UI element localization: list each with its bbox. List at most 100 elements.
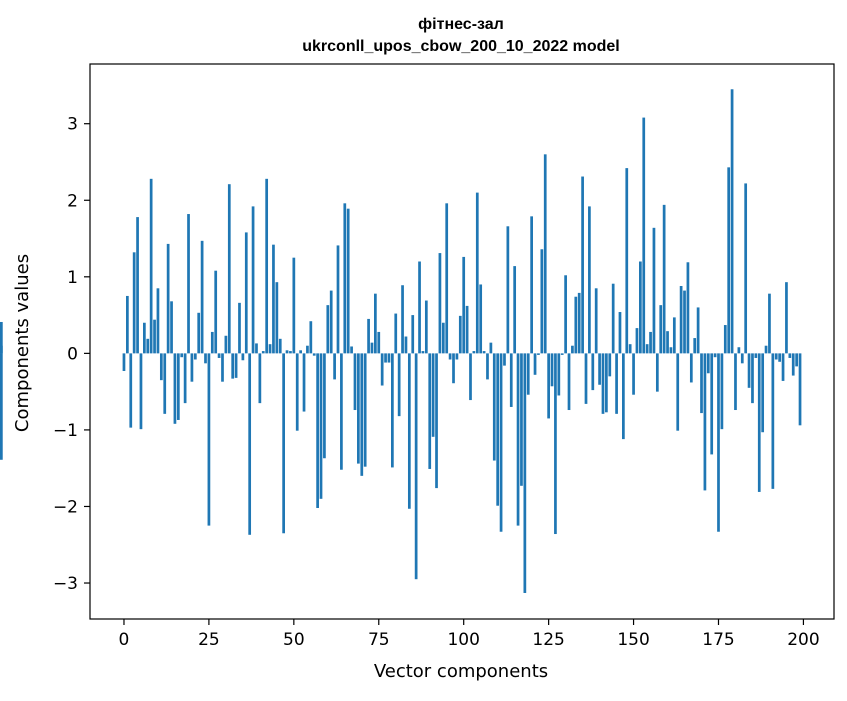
bar	[747, 353, 751, 388]
bar	[458, 315, 462, 354]
bar	[217, 353, 221, 358]
bar	[469, 353, 472, 401]
bar	[353, 353, 357, 411]
bar	[326, 305, 330, 354]
bar	[163, 353, 167, 414]
bar	[557, 353, 561, 396]
bar	[265, 178, 269, 354]
bar	[513, 266, 517, 354]
bar	[591, 353, 595, 391]
bar	[129, 353, 133, 428]
bar	[227, 184, 231, 354]
bar	[598, 353, 601, 385]
bar	[672, 317, 676, 354]
bar	[717, 353, 720, 532]
bar	[655, 353, 659, 392]
bar	[720, 353, 724, 430]
y-tick-label: −1	[53, 421, 78, 441]
x-tick-label: 100	[447, 630, 479, 650]
bar	[363, 353, 367, 467]
bar	[537, 353, 540, 355]
bar	[520, 353, 523, 486]
bar	[292, 257, 296, 354]
bar	[788, 353, 792, 358]
bar	[785, 282, 788, 354]
bar	[404, 336, 408, 354]
bar	[258, 353, 262, 404]
bar	[207, 353, 211, 526]
bar	[374, 293, 377, 354]
bar	[139, 353, 143, 430]
bar	[462, 256, 466, 354]
bar	[299, 350, 302, 354]
bar	[248, 353, 252, 535]
bar	[540, 249, 544, 354]
bar	[543, 154, 547, 354]
bar	[689, 353, 693, 383]
bar	[533, 353, 537, 375]
bar	[336, 245, 340, 354]
bar	[441, 322, 445, 354]
chart-title-line2: ukrconll_upos_cbow_200_10_2022 model	[302, 38, 619, 55]
x-tick-label: 25	[198, 630, 220, 650]
bar	[554, 353, 557, 535]
bar	[669, 347, 673, 354]
bar	[781, 353, 785, 381]
bar	[778, 353, 781, 362]
bar	[153, 319, 156, 354]
bar	[499, 353, 503, 532]
bar	[693, 338, 697, 354]
bar	[530, 216, 533, 354]
bar	[370, 342, 374, 354]
bar	[666, 331, 669, 354]
bar	[723, 325, 727, 354]
bar	[730, 89, 734, 354]
bar	[635, 328, 639, 354]
bar	[649, 331, 652, 354]
bar	[418, 261, 421, 354]
bar	[316, 353, 319, 508]
bar	[611, 283, 615, 354]
y-tick-label: −2	[53, 497, 78, 517]
bar	[197, 312, 201, 354]
bar	[574, 296, 578, 354]
bar	[588, 206, 591, 354]
bar	[791, 353, 795, 376]
bar	[190, 353, 194, 382]
bar	[486, 353, 489, 380]
bar	[261, 351, 265, 354]
bar	[323, 353, 326, 459]
bar	[567, 353, 571, 411]
bar	[126, 295, 129, 354]
x-tick-label: 200	[787, 630, 819, 650]
bar	[452, 353, 455, 384]
y-tick-label: 0	[67, 344, 78, 364]
bar	[581, 176, 584, 354]
bar	[642, 117, 646, 354]
bar	[350, 346, 353, 354]
bar	[180, 353, 184, 358]
bar	[516, 353, 520, 526]
bar	[506, 226, 510, 354]
bar	[282, 353, 285, 534]
bar	[329, 290, 333, 354]
bar	[645, 344, 649, 354]
bar	[255, 343, 258, 354]
bar	[397, 353, 401, 417]
bar	[231, 353, 235, 379]
bar	[734, 353, 737, 411]
bar	[455, 353, 459, 360]
bar	[380, 353, 384, 386]
bar	[659, 305, 663, 354]
bar	[146, 338, 150, 354]
bar	[615, 353, 618, 414]
bar	[166, 243, 170, 354]
bar	[628, 344, 632, 354]
bar	[547, 353, 550, 419]
bar	[268, 344, 272, 354]
x-tick-label: 175	[702, 630, 734, 650]
bar	[306, 345, 309, 354]
bar	[122, 353, 126, 371]
bar	[737, 347, 741, 354]
bar	[560, 353, 564, 355]
